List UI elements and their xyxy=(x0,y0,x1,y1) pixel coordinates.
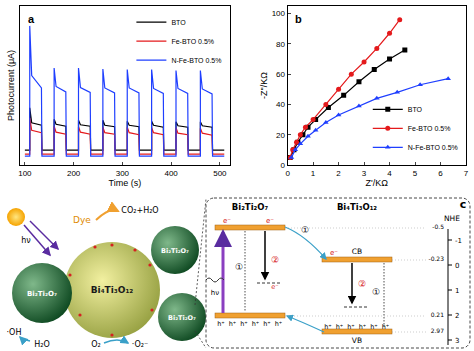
svg-text:2: 2 xyxy=(455,312,459,320)
svg-text:2.97: 2.97 xyxy=(431,327,445,334)
svg-text:N-Fe-BTO 0.5%: N-Fe-BTO 0.5% xyxy=(171,57,221,64)
svg-text:Bi₂Ti₂O₇: Bi₂Ti₂O₇ xyxy=(232,202,269,212)
svg-text:-Z''/KΩ: -Z''/KΩ xyxy=(259,72,269,99)
svg-text:c: c xyxy=(460,198,467,211)
svg-text:NHE: NHE xyxy=(444,214,460,223)
svg-text:Bi₂Ti₂O₇: Bi₂Ti₂O₇ xyxy=(161,247,189,255)
svg-text:·OH: ·OH xyxy=(7,328,22,337)
svg-text:0: 0 xyxy=(285,169,290,178)
svg-text:Bi₂Ti₂O₇: Bi₂Ti₂O₇ xyxy=(168,314,196,322)
svg-text:CB: CB xyxy=(352,247,362,256)
svg-text:400: 400 xyxy=(164,169,178,178)
svg-text:h⁺: h⁺ xyxy=(382,323,390,331)
svg-text:80: 80 xyxy=(276,40,285,49)
svg-text:Fe-BTO 0.5%: Fe-BTO 0.5% xyxy=(408,125,451,132)
svg-text:h⁺: h⁺ xyxy=(229,320,237,328)
svg-text:7: 7 xyxy=(464,169,469,178)
svg-text:②: ② xyxy=(271,255,279,265)
svg-text:O₂: O₂ xyxy=(91,340,101,349)
svg-text:b: b xyxy=(295,13,302,25)
svg-text:-0.23: -0.23 xyxy=(428,255,444,262)
svg-text:100: 100 xyxy=(18,169,32,178)
svg-text:h⁺: h⁺ xyxy=(275,320,283,328)
svg-text:40: 40 xyxy=(276,100,285,109)
svg-text:h⁺: h⁺ xyxy=(240,320,248,328)
svg-text:Photocurrent (μA): Photocurrent (μA) xyxy=(6,50,16,121)
svg-text:1: 1 xyxy=(455,287,459,295)
svg-text:h⁺: h⁺ xyxy=(347,323,355,331)
svg-text:①: ① xyxy=(235,262,243,272)
svg-text:N-Fe-BTO 0.5%: N-Fe-BTO 0.5% xyxy=(408,144,458,151)
svg-text:VB: VB xyxy=(352,336,362,345)
svg-text:4: 4 xyxy=(387,169,392,178)
svg-text:h⁺: h⁺ xyxy=(336,323,344,331)
svg-text:500: 500 xyxy=(213,169,227,178)
svg-text:h⁺: h⁺ xyxy=(324,323,332,331)
svg-text:e⁻: e⁻ xyxy=(266,217,274,225)
svg-text:h⁺: h⁺ xyxy=(252,320,260,328)
svg-text:0: 0 xyxy=(455,262,459,270)
svg-text:20: 20 xyxy=(276,131,285,140)
svg-text:Dye: Dye xyxy=(73,215,91,225)
svg-text:0: 0 xyxy=(281,161,286,170)
svg-text:a: a xyxy=(28,13,35,25)
svg-text:-1: -1 xyxy=(455,237,462,245)
svg-text:②: ② xyxy=(358,279,366,289)
svg-text:BTO: BTO xyxy=(171,19,186,26)
svg-text:e⁻: e⁻ xyxy=(271,283,278,291)
svg-text:0.21: 0.21 xyxy=(431,311,445,318)
svg-text:3: 3 xyxy=(455,337,459,345)
svg-text:H₂O: H₂O xyxy=(34,340,50,349)
svg-text:200: 200 xyxy=(67,169,81,178)
svg-text:300: 300 xyxy=(116,169,130,178)
svg-text:60: 60 xyxy=(276,70,285,79)
svg-text:Bi₄Ti₃O₁₂: Bi₄Ti₃O₁₂ xyxy=(91,285,134,295)
svg-text:Z'/KΩ: Z'/KΩ xyxy=(366,178,389,188)
svg-text:1: 1 xyxy=(311,169,316,178)
svg-text:e⁻: e⁻ xyxy=(330,249,338,257)
svg-text:h⁺: h⁺ xyxy=(217,320,225,328)
svg-text:6: 6 xyxy=(438,169,443,178)
svg-text:h⁺: h⁺ xyxy=(359,323,367,331)
svg-text:h⁺: h⁺ xyxy=(263,320,271,328)
svg-text:100: 100 xyxy=(272,9,286,18)
svg-text:-0.5: -0.5 xyxy=(432,223,444,230)
svg-text:Fe-BTO 0.5%: Fe-BTO 0.5% xyxy=(171,38,214,45)
svg-text:hν: hν xyxy=(211,289,219,297)
svg-text:Time (s): Time (s) xyxy=(108,178,141,188)
svg-text:①: ① xyxy=(301,225,309,235)
svg-text:5: 5 xyxy=(413,169,418,178)
svg-text:CO₂+H₂O: CO₂+H₂O xyxy=(121,206,158,215)
svg-text:h⁺: h⁺ xyxy=(370,323,378,331)
svg-text:BTO: BTO xyxy=(408,106,423,113)
svg-text:①: ① xyxy=(372,287,380,297)
svg-text:Bi₂Ti₂O₇: Bi₂Ti₂O₇ xyxy=(27,290,57,298)
svg-text:Bi₄Ti₃O₁₂: Bi₄Ti₃O₁₂ xyxy=(337,202,377,212)
svg-text:2: 2 xyxy=(336,169,341,178)
svg-text:·O₂⁻: ·O₂⁻ xyxy=(132,340,148,349)
svg-text:hν: hν xyxy=(21,236,31,245)
svg-text:e⁻: e⁻ xyxy=(223,217,231,225)
svg-text:3: 3 xyxy=(362,169,367,178)
